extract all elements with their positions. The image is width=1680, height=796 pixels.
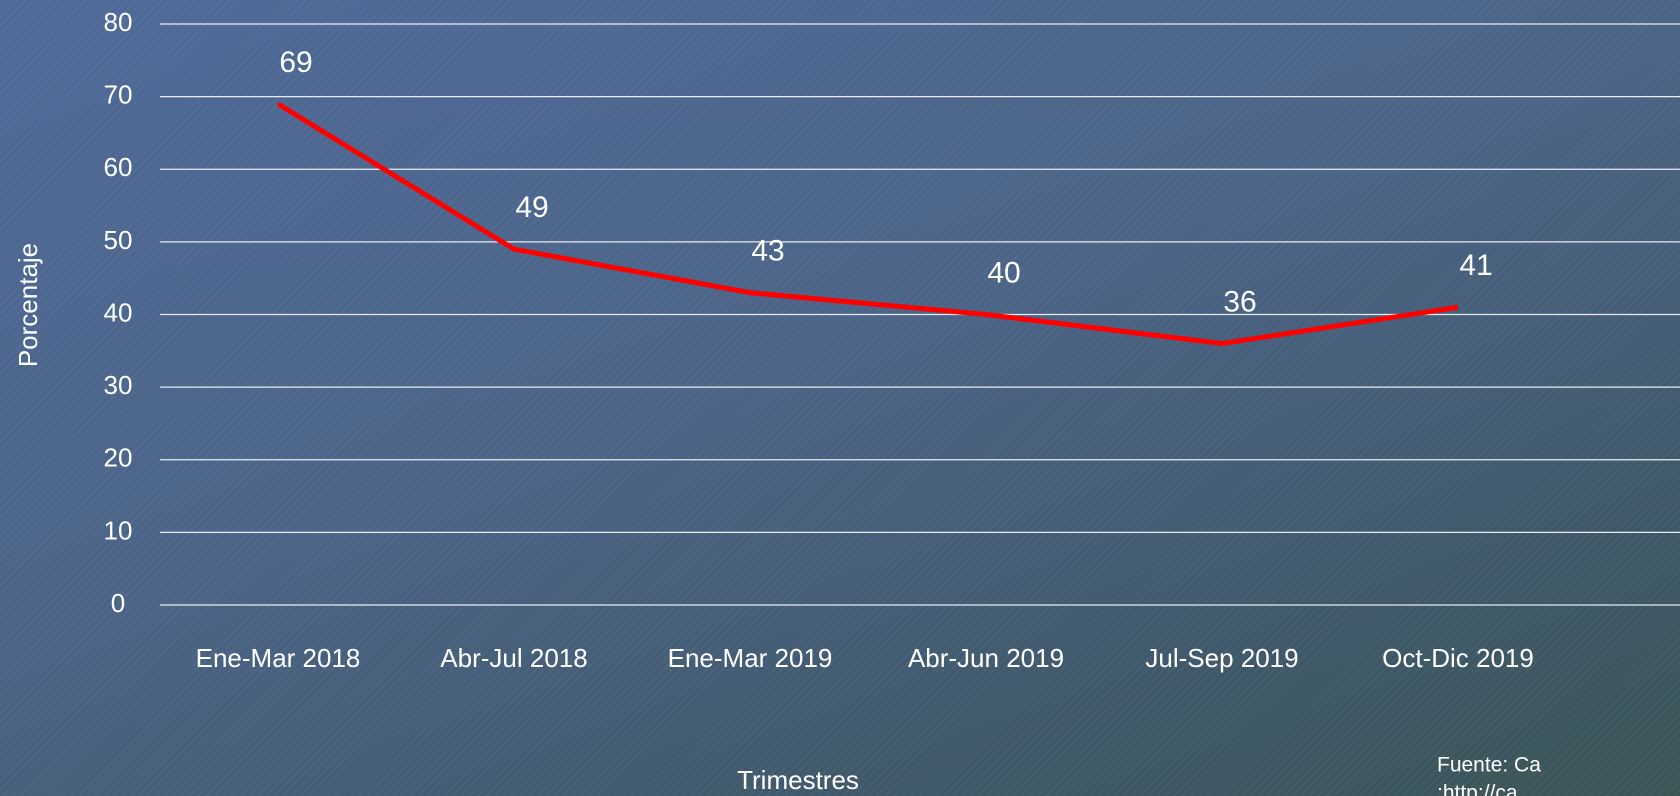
data-label: 43 [751, 235, 784, 268]
data-label: 36 [1223, 285, 1256, 318]
data-label: 49 [515, 191, 548, 224]
y-tick-label: 50 [104, 225, 133, 255]
x-tick-label: Jul-Sep 2019 [1145, 643, 1298, 673]
y-tick-label: 20 [104, 443, 133, 473]
y-tick-label: 0 [111, 588, 125, 618]
x-tick-label: Abr-Jul 2018 [440, 643, 587, 673]
source-line: :http://ca [1437, 782, 1518, 796]
data-label: 69 [279, 46, 312, 79]
y-tick-label: 30 [104, 370, 133, 400]
y-tick-label: 70 [104, 80, 133, 110]
x-tick-label: Oct-Dic 2019 [1382, 643, 1534, 673]
y-tick-label: 10 [104, 515, 133, 545]
x-axis-title: Trimestres [737, 765, 859, 795]
data-label: 40 [987, 256, 1020, 289]
y-tick-label: 80 [104, 7, 133, 37]
y-tick-label: 60 [104, 152, 133, 182]
x-tick-label: Abr-Jun 2019 [908, 643, 1064, 673]
y-axis-title: Porcentaje [13, 243, 43, 367]
x-tick-label: Ene-Mar 2018 [196, 643, 361, 673]
line-series [276, 101, 1459, 347]
source-line: Fuente: Ca [1437, 754, 1541, 777]
data-label: 41 [1459, 249, 1492, 282]
x-tick-label: Ene-Mar 2019 [668, 643, 833, 673]
y-tick-label: 40 [104, 297, 133, 327]
